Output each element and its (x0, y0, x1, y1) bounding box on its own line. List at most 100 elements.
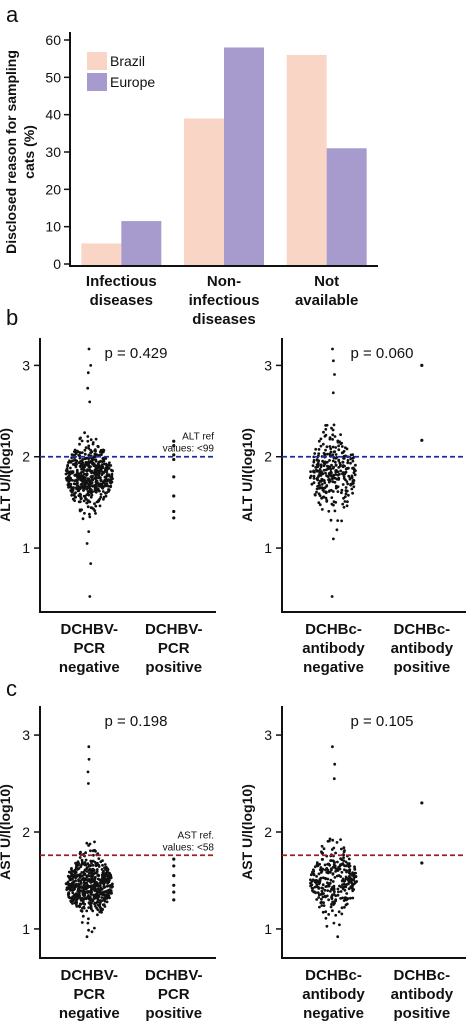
data-point (336, 473, 340, 477)
data-point (90, 471, 93, 475)
data-point (84, 890, 88, 894)
data-point (342, 859, 346, 862)
scatter-ast-antibody: 1 2 3 AST U/l(log10) p = 0.105 DCHBc-antibody… (239, 706, 466, 1022)
data-point (329, 447, 333, 451)
data-point (325, 499, 329, 502)
y-tick-label: 30 (45, 144, 61, 160)
data-point (97, 482, 101, 485)
group-label: antibody (391, 640, 454, 657)
data-point (331, 880, 335, 883)
data-point (89, 884, 93, 888)
data-point (91, 849, 95, 853)
data-point (325, 924, 329, 928)
data-point (352, 878, 356, 882)
data-point (331, 347, 334, 351)
data-point (331, 453, 335, 457)
data-point (95, 479, 99, 483)
group-label: positive (145, 659, 202, 676)
data-point (345, 480, 349, 483)
data-point (340, 862, 344, 866)
bar-europe-1 (224, 47, 264, 265)
data-point (75, 483, 79, 487)
data-point (334, 470, 338, 474)
data-point (96, 903, 100, 907)
data-point (86, 895, 89, 899)
data-point (340, 445, 344, 448)
y-axis-label: AST U/l(log10) (239, 784, 255, 880)
data-point (341, 460, 345, 464)
data-point (321, 858, 324, 861)
data-point (332, 887, 336, 891)
data-point (349, 483, 352, 487)
data-point (348, 880, 352, 884)
data-point (68, 477, 71, 481)
data-point (94, 904, 97, 908)
data-point (90, 481, 94, 484)
p-value: p = 0.060 (351, 345, 414, 362)
data-point (81, 902, 85, 905)
data-point (332, 893, 336, 896)
data-point (313, 470, 316, 474)
data-point (350, 882, 354, 886)
data-point (84, 863, 88, 867)
y-tick-label: 50 (45, 69, 61, 85)
group-label: antibody (391, 986, 454, 1003)
data-point (330, 894, 334, 898)
data-point (324, 496, 328, 500)
data-point (83, 511, 86, 515)
data-point (90, 460, 94, 463)
data-point (342, 505, 346, 509)
data-point (315, 883, 319, 887)
scatter-alt-antibody: 1 2 3 ALT U/l(log10) p = 0.060 DCHBc-antibody… (239, 338, 466, 676)
data-point (172, 890, 176, 894)
data-point (334, 501, 338, 504)
group-label: negative (59, 659, 120, 676)
data-point (86, 874, 90, 877)
data-point (333, 460, 337, 464)
data-point (82, 464, 86, 468)
data-point (317, 882, 321, 886)
data-point (324, 448, 327, 452)
data-point (329, 471, 333, 475)
data-point (329, 889, 332, 893)
data-point (347, 877, 350, 880)
data-point (349, 896, 352, 900)
data-point (94, 880, 98, 884)
data-point (90, 876, 94, 880)
data-point (346, 500, 349, 504)
data-point (105, 478, 109, 481)
data-point (352, 467, 356, 471)
data-point (323, 486, 327, 490)
data-point (330, 868, 333, 872)
data-point (338, 884, 341, 888)
data-point (350, 476, 354, 479)
data-point (106, 877, 109, 881)
data-point (329, 870, 332, 874)
data-point (104, 484, 108, 488)
data-point (347, 862, 351, 865)
data-point (319, 901, 323, 905)
data-point (334, 898, 338, 902)
data-point (103, 866, 106, 870)
data-point (87, 917, 90, 921)
data-point (88, 868, 91, 871)
data-point (100, 896, 104, 899)
data-point (336, 893, 340, 897)
data-point (68, 459, 71, 463)
data-point (102, 892, 105, 895)
data-point (334, 913, 338, 917)
data-point (103, 863, 107, 866)
data-point (330, 426, 333, 430)
data-point (322, 451, 326, 455)
data-point (77, 878, 80, 881)
y-tick-label: 2 (22, 824, 30, 840)
data-point (92, 893, 95, 897)
data-point (83, 483, 86, 487)
data-point (311, 889, 314, 892)
data-point (95, 500, 99, 504)
data-point (88, 879, 91, 883)
data-point (83, 896, 87, 900)
data-point (344, 492, 348, 496)
data-point (85, 866, 89, 869)
data-point (315, 863, 319, 867)
